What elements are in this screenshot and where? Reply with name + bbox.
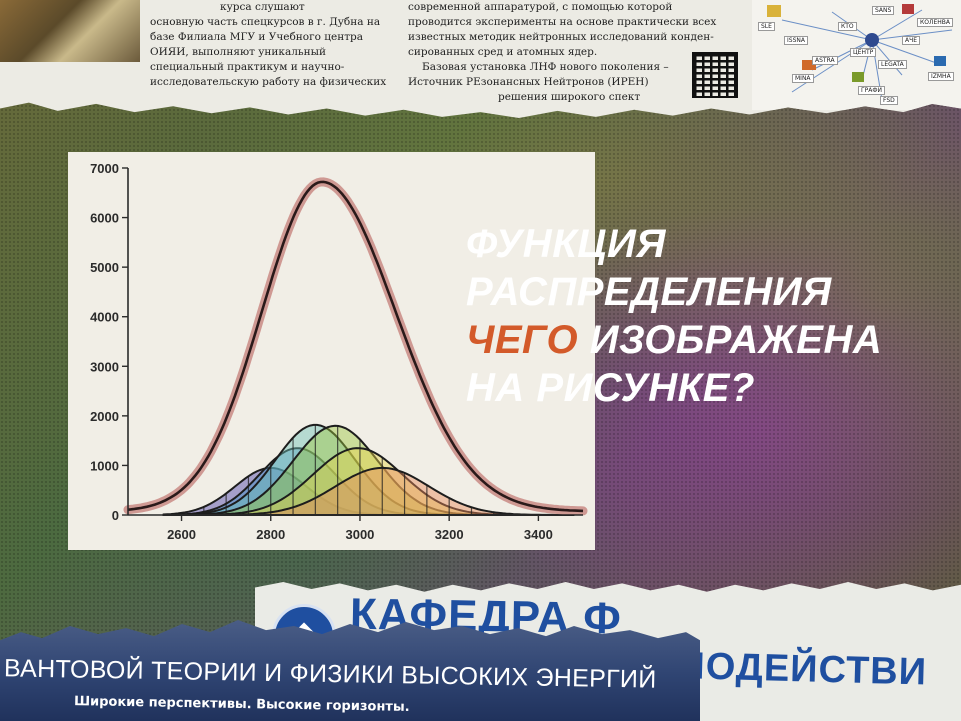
y-tick-label: 4000	[90, 310, 119, 325]
newspaper-clipping: курса слушают основную часть спецкурсов …	[0, 0, 961, 118]
y-tick-label: 2000	[90, 409, 119, 424]
newspaper-line: решения широкого спект	[498, 91, 641, 103]
facility-diagram: SLE КТО SANS КОЛЕНВА ISSNA АЧЕ ЦЕНТР AST…	[752, 0, 961, 110]
diagram-node: MINA	[792, 74, 814, 83]
headline-line: НА РИСУНКЕ?	[466, 366, 755, 410]
y-tick-label: 5000	[90, 260, 119, 275]
qr-code-icon	[692, 52, 738, 98]
x-tick-label: 3400	[524, 527, 553, 542]
newspaper-line: ОИЯИ, выполняют уникальный	[150, 46, 326, 58]
diagram-node: КТО	[838, 22, 857, 31]
total-fit-curve	[127, 180, 584, 513]
newspaper-line: Базовая установка ЛНФ нового поколения –	[422, 61, 669, 73]
newspaper-line: известных методик нейтронных исследовани…	[408, 31, 714, 43]
newspaper-line: базе Филиала МГУ и Учебного центра	[150, 31, 364, 43]
newspaper-photo	[0, 0, 140, 62]
y-tick-label: 6000	[90, 211, 119, 226]
newspaper-line: Источник РЕзонансных Нейтронов (ИРЕН)	[408, 76, 649, 88]
diagram-node: ГРАФИ	[858, 86, 886, 95]
component-layer	[162, 423, 575, 516]
facility-diagram-lines	[767, 4, 953, 101]
newspaper-line: сированных сред и атомных ядер.	[408, 46, 598, 58]
headline-accent-word: ЧЕГО	[466, 318, 579, 362]
diagram-node: LEGATA	[878, 60, 907, 69]
newspaper-line: исследовательскую работу на физических	[150, 76, 387, 88]
diagram-node: ISSNA	[784, 36, 808, 45]
newspaper-right-column: современной аппаратурой, с помощью котор…	[408, 0, 748, 105]
distribution-chart: 0 1000 2000 3000 4000 5000 6000 7000 2600 2800 300…	[68, 152, 595, 550]
x-tick-label: 2800	[256, 527, 285, 542]
newspaper-line: курса слушают	[220, 1, 305, 13]
y-tick-label: 0	[112, 508, 119, 523]
diagram-node: SANS	[872, 6, 895, 15]
total-curve-layer	[123, 177, 588, 516]
diagram-node: IZMHA	[928, 72, 954, 81]
diagram-node: ASTRA	[812, 56, 838, 65]
newspaper-line: основную часть спецкурсов в г. Дубна на	[150, 16, 381, 28]
diagram-node: ЦЕНТР	[850, 48, 877, 57]
diagram-node: FSD	[880, 96, 898, 105]
diagram-node: КОЛЕНВА	[917, 18, 954, 27]
y-tick-label: 7000	[90, 161, 119, 176]
diagram-node: SLE	[758, 22, 775, 31]
headline-line: ЧЕГО ИЗОБРАЖЕНА	[466, 316, 946, 364]
headline-line: ФУНКЦИЯ	[466, 222, 666, 266]
diagram-node: АЧЕ	[902, 36, 921, 45]
component-mesh	[180, 424, 495, 515]
headline: ФУНКЦИЯ РАСПРЕДЕЛЕНИЯ ЧЕГО ИЗОБРАЖЕНА НА…	[466, 220, 946, 412]
x-tick-label: 3200	[435, 527, 464, 542]
newspaper-line: специальный практикум и научно-	[150, 61, 345, 73]
newspaper-line: проводится эксперименты на основе практи…	[408, 16, 717, 28]
x-tick-label: 3000	[345, 527, 374, 542]
y-tick-label: 1000	[90, 458, 119, 473]
mountain-banner	[0, 620, 700, 721]
x-tick-label: 2600	[167, 527, 196, 542]
y-tick-label: 3000	[90, 359, 119, 374]
newspaper-left-column: курса слушают основную часть спецкурсов …	[150, 0, 387, 90]
headline-line-rest: ИЗОБРАЖЕНА	[578, 318, 883, 362]
chart-svg: 0 1000 2000 3000 4000 5000 6000 7000 2600 2800 300…	[90, 161, 588, 542]
headline-line: РАСПРЕДЕЛЕНИЯ	[466, 270, 832, 314]
axes-layer: 0 1000 2000 3000 4000 5000 6000 7000 2600 2800 300…	[90, 161, 583, 542]
newspaper-line: современной аппаратурой, с помощью котор…	[408, 1, 673, 13]
